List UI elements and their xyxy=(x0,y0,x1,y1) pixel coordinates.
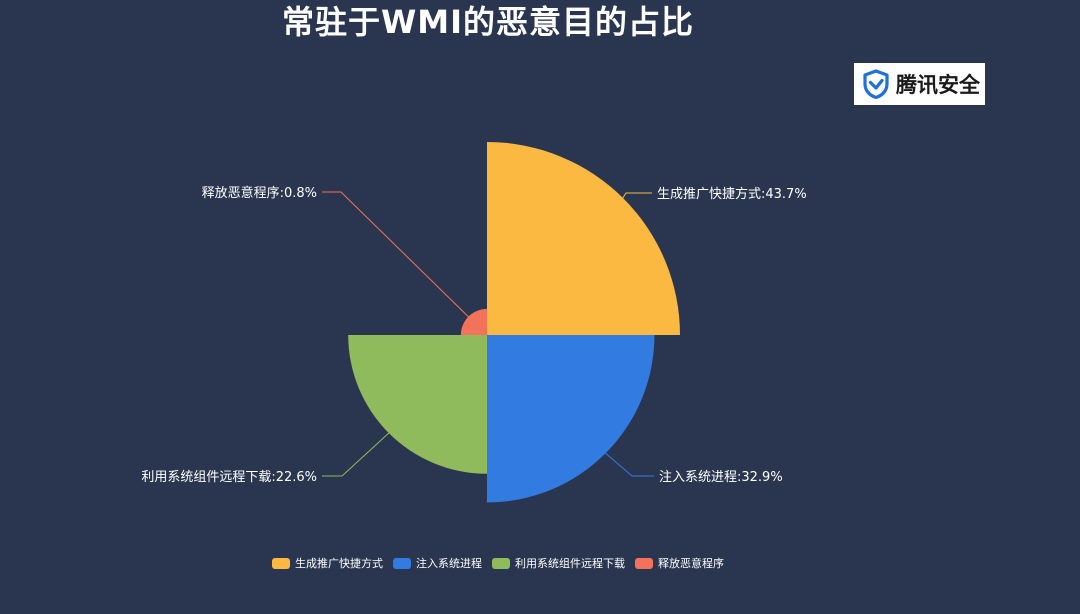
legend-label: 注入系统进程 xyxy=(416,557,482,570)
data-label-shortcut: 生成推广快捷方式:43.7% xyxy=(657,186,807,202)
legend-swatch xyxy=(635,557,653,569)
data-label-drop: 释放恶意程序:0.8% xyxy=(202,185,317,201)
legend-item-drop[interactable]: 释放恶意程序 xyxy=(635,555,724,571)
leader-line-inject xyxy=(602,450,654,477)
legend-label: 释放恶意程序 xyxy=(658,557,724,570)
legend-item-inject[interactable]: 注入系统进程 xyxy=(393,555,482,571)
data-label-inject: 注入系统进程:32.9% xyxy=(659,470,783,485)
slice-inject[interactable] xyxy=(487,335,655,503)
tencent-security-shield-icon xyxy=(863,69,889,99)
slice-shortcut[interactable] xyxy=(487,142,680,335)
legend-swatch xyxy=(272,557,290,569)
slice-download[interactable] xyxy=(348,335,487,474)
legend-item-shortcut[interactable]: 生成推广快捷方式 xyxy=(272,555,383,571)
leader-line-download xyxy=(322,430,392,477)
chart-title: 常驻于WMI的恶意目的占比 xyxy=(281,3,695,41)
legend-item-download[interactable]: 利用系统组件远程下载 xyxy=(492,555,625,571)
leader-line-shortcut xyxy=(620,192,652,202)
chart-legend: 生成推广快捷方式 注入系统进程 利用系统组件远程下载 释放恶意程序 xyxy=(0,555,996,571)
legend-label: 生成推广快捷方式 xyxy=(295,557,383,570)
legend-swatch xyxy=(393,557,411,569)
brand-name: 腾讯安全 xyxy=(896,73,980,97)
data-label-download: 利用系统组件远程下载:22.6% xyxy=(141,470,317,485)
leader-line-drop xyxy=(322,191,487,335)
legend-label: 利用系统组件远程下载 xyxy=(515,557,625,570)
brand-logo: 腾讯安全 xyxy=(854,63,985,105)
legend-swatch xyxy=(492,557,510,569)
